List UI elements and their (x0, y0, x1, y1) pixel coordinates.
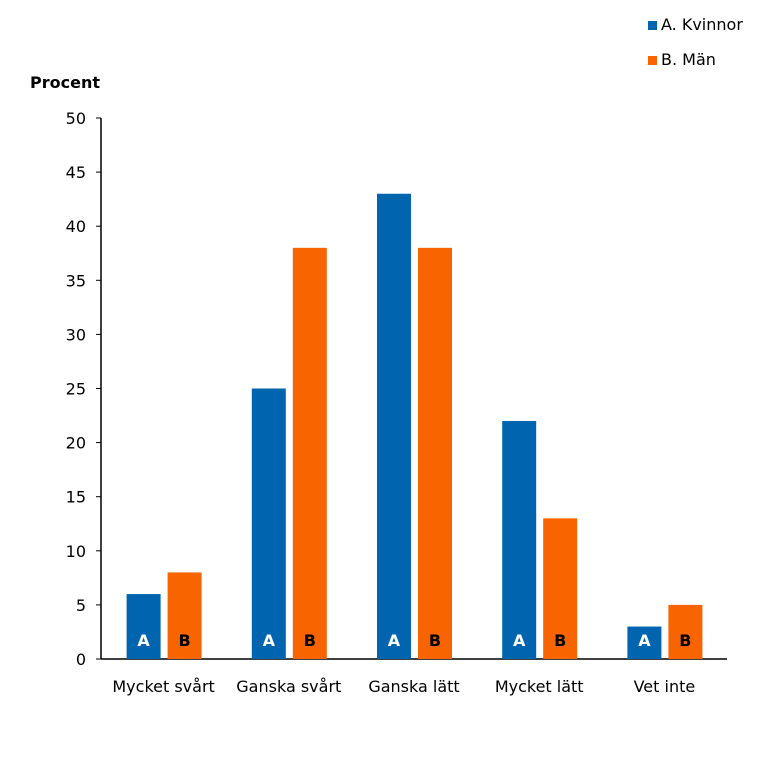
bar-label: B (304, 631, 316, 650)
y-tick-label: 25 (66, 380, 86, 399)
y-tick-label: 35 (66, 271, 86, 290)
legend-label: B. Män (661, 50, 716, 69)
y-tick-label: 30 (66, 325, 86, 344)
x-tick-label: Mycket lätt (495, 677, 584, 696)
bar-label: A (263, 631, 276, 650)
x-tick-label: Vet inte (634, 677, 696, 696)
bar-label: A (513, 631, 526, 650)
y-tick-label: 45 (66, 163, 86, 182)
y-tick-label: 10 (66, 542, 86, 561)
y-tick-label: 40 (66, 217, 86, 236)
bar (126, 594, 161, 659)
y-tick-label: 20 (66, 434, 86, 453)
bar (543, 518, 578, 659)
bar (167, 572, 202, 659)
bar-label: B (679, 631, 691, 650)
bar-label: B (429, 631, 441, 650)
bar-label: B (554, 631, 566, 650)
y-tick-label: 5 (76, 596, 86, 615)
bar (292, 247, 327, 659)
bar-label: A (638, 631, 651, 650)
bar (627, 626, 662, 659)
bar-label: A (388, 631, 401, 650)
y-axis-label: Procent (30, 73, 100, 92)
x-tick-label: Ganska lätt (368, 677, 459, 696)
legend-swatch (648, 56, 657, 65)
y-tick-label: 50 (66, 109, 86, 128)
x-tick-label: Mycket svårt (112, 677, 214, 696)
x-tick-label: Ganska svårt (236, 677, 341, 696)
bar-label: A (137, 631, 150, 650)
legend-swatch (648, 21, 657, 30)
bar (251, 388, 286, 659)
bar (418, 247, 452, 659)
bar (377, 193, 411, 660)
bar (502, 420, 537, 659)
bar-label: B (178, 631, 190, 650)
legend-label: A. Kvinnor (661, 15, 743, 34)
bar (668, 604, 703, 659)
y-tick-label: 15 (66, 488, 86, 507)
y-tick-label: 0 (76, 650, 86, 669)
